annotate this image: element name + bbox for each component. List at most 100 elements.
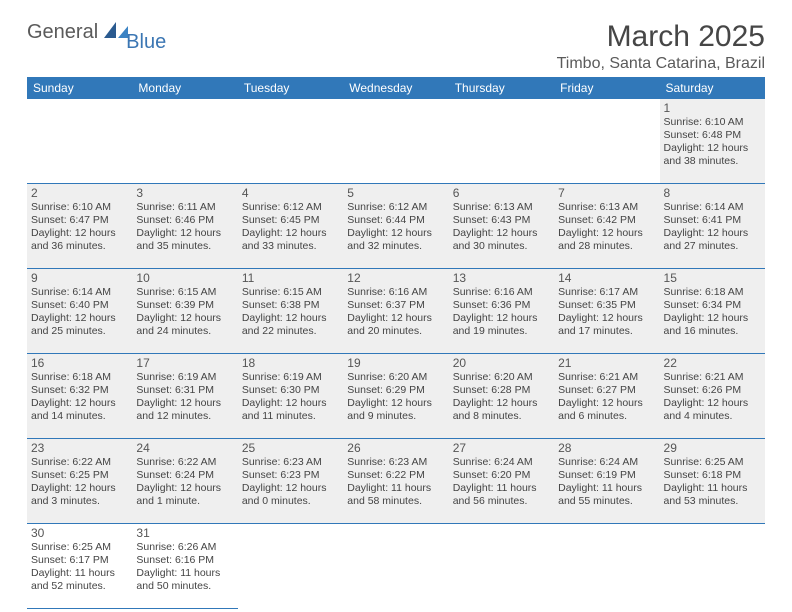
calendar-table: SundayMondayTuesdayWednesdayThursdayFrid… xyxy=(27,77,765,609)
day-info: Sunrise: 6:16 AMSunset: 6:36 PMDaylight:… xyxy=(453,286,550,339)
empty-cell xyxy=(343,524,448,609)
day-info: Sunrise: 6:13 AMSunset: 6:42 PMDaylight:… xyxy=(558,201,655,254)
sunset-text: Sunset: 6:27 PM xyxy=(558,384,655,397)
week-row: 16Sunrise: 6:18 AMSunset: 6:32 PMDayligh… xyxy=(27,354,765,439)
sunrise-text: Sunrise: 6:11 AM xyxy=(136,201,233,214)
day-number: 3 xyxy=(136,186,233,200)
day-cell: 31Sunrise: 6:26 AMSunset: 6:16 PMDayligh… xyxy=(132,524,237,609)
daylight-text: Daylight: 12 hours and 33 minutes. xyxy=(242,227,339,253)
sunrise-text: Sunrise: 6:24 AM xyxy=(453,456,550,469)
day-number: 26 xyxy=(347,441,444,455)
day-number: 15 xyxy=(664,271,761,285)
sunset-text: Sunset: 6:17 PM xyxy=(31,554,128,567)
logo: General Blue xyxy=(27,20,166,45)
daylight-text: Daylight: 12 hours and 24 minutes. xyxy=(136,312,233,338)
day-info: Sunrise: 6:11 AMSunset: 6:46 PMDaylight:… xyxy=(136,201,233,254)
day-number: 30 xyxy=(31,526,128,540)
day-number: 18 xyxy=(242,356,339,370)
day-number: 9 xyxy=(31,271,128,285)
day-cell: 3Sunrise: 6:11 AMSunset: 6:46 PMDaylight… xyxy=(132,184,237,269)
day-cell: 27Sunrise: 6:24 AMSunset: 6:20 PMDayligh… xyxy=(449,439,554,524)
day-info: Sunrise: 6:23 AMSunset: 6:22 PMDaylight:… xyxy=(347,456,444,509)
daylight-text: Daylight: 12 hours and 38 minutes. xyxy=(664,142,761,168)
sunrise-text: Sunrise: 6:13 AM xyxy=(453,201,550,214)
day-cell: 20Sunrise: 6:20 AMSunset: 6:28 PMDayligh… xyxy=(449,354,554,439)
sunset-text: Sunset: 6:47 PM xyxy=(31,214,128,227)
day-info: Sunrise: 6:18 AMSunset: 6:32 PMDaylight:… xyxy=(31,371,128,424)
day-info: Sunrise: 6:14 AMSunset: 6:41 PMDaylight:… xyxy=(664,201,761,254)
day-header-row: SundayMondayTuesdayWednesdayThursdayFrid… xyxy=(27,77,765,99)
day-cell: 22Sunrise: 6:21 AMSunset: 6:26 PMDayligh… xyxy=(660,354,765,439)
sunset-text: Sunset: 6:45 PM xyxy=(242,214,339,227)
day-number: 23 xyxy=(31,441,128,455)
day-info: Sunrise: 6:22 AMSunset: 6:25 PMDaylight:… xyxy=(31,456,128,509)
title-block: March 2025 Timbo, Santa Catarina, Brazil xyxy=(557,20,765,73)
day-info: Sunrise: 6:15 AMSunset: 6:39 PMDaylight:… xyxy=(136,286,233,339)
sunset-text: Sunset: 6:16 PM xyxy=(136,554,233,567)
daylight-text: Daylight: 12 hours and 25 minutes. xyxy=(31,312,128,338)
sunrise-text: Sunrise: 6:19 AM xyxy=(242,371,339,384)
sunrise-text: Sunrise: 6:10 AM xyxy=(664,116,761,129)
daylight-text: Daylight: 11 hours and 50 minutes. xyxy=(136,567,233,593)
daylight-text: Daylight: 11 hours and 55 minutes. xyxy=(558,482,655,508)
day-number: 12 xyxy=(347,271,444,285)
daylight-text: Daylight: 11 hours and 56 minutes. xyxy=(453,482,550,508)
day-number: 6 xyxy=(453,186,550,200)
sunset-text: Sunset: 6:22 PM xyxy=(347,469,444,482)
day-cell: 29Sunrise: 6:25 AMSunset: 6:18 PMDayligh… xyxy=(660,439,765,524)
daylight-text: Daylight: 12 hours and 6 minutes. xyxy=(558,397,655,423)
day-info: Sunrise: 6:20 AMSunset: 6:29 PMDaylight:… xyxy=(347,371,444,424)
sunset-text: Sunset: 6:25 PM xyxy=(31,469,128,482)
sunset-text: Sunset: 6:39 PM xyxy=(136,299,233,312)
sunset-text: Sunset: 6:38 PM xyxy=(242,299,339,312)
day-info: Sunrise: 6:19 AMSunset: 6:30 PMDaylight:… xyxy=(242,371,339,424)
sunrise-text: Sunrise: 6:10 AM xyxy=(31,201,128,214)
day-number: 22 xyxy=(664,356,761,370)
day-header-wednesday: Wednesday xyxy=(343,77,448,99)
month-title: March 2025 xyxy=(557,20,765,53)
daylight-text: Daylight: 12 hours and 19 minutes. xyxy=(453,312,550,338)
empty-cell xyxy=(27,99,132,184)
sunrise-text: Sunrise: 6:25 AM xyxy=(31,541,128,554)
sunrise-text: Sunrise: 6:20 AM xyxy=(453,371,550,384)
daylight-text: Daylight: 12 hours and 3 minutes. xyxy=(31,482,128,508)
daylight-text: Daylight: 12 hours and 36 minutes. xyxy=(31,227,128,253)
day-info: Sunrise: 6:12 AMSunset: 6:45 PMDaylight:… xyxy=(242,201,339,254)
sunrise-text: Sunrise: 6:16 AM xyxy=(347,286,444,299)
daylight-text: Daylight: 12 hours and 4 minutes. xyxy=(664,397,761,423)
sunset-text: Sunset: 6:32 PM xyxy=(31,384,128,397)
sunrise-text: Sunrise: 6:14 AM xyxy=(664,201,761,214)
sunrise-text: Sunrise: 6:14 AM xyxy=(31,286,128,299)
day-cell: 23Sunrise: 6:22 AMSunset: 6:25 PMDayligh… xyxy=(27,439,132,524)
day-info: Sunrise: 6:14 AMSunset: 6:40 PMDaylight:… xyxy=(31,286,128,339)
sunrise-text: Sunrise: 6:21 AM xyxy=(558,371,655,384)
day-cell: 6Sunrise: 6:13 AMSunset: 6:43 PMDaylight… xyxy=(449,184,554,269)
sunset-text: Sunset: 6:20 PM xyxy=(453,469,550,482)
day-number: 7 xyxy=(558,186,655,200)
empty-cell xyxy=(660,524,765,609)
sunset-text: Sunset: 6:40 PM xyxy=(31,299,128,312)
day-info: Sunrise: 6:17 AMSunset: 6:35 PMDaylight:… xyxy=(558,286,655,339)
day-cell: 19Sunrise: 6:20 AMSunset: 6:29 PMDayligh… xyxy=(343,354,448,439)
day-info: Sunrise: 6:23 AMSunset: 6:23 PMDaylight:… xyxy=(242,456,339,509)
day-cell: 26Sunrise: 6:23 AMSunset: 6:22 PMDayligh… xyxy=(343,439,448,524)
day-number: 1 xyxy=(664,101,761,115)
daylight-text: Daylight: 12 hours and 27 minutes. xyxy=(664,227,761,253)
sunset-text: Sunset: 6:42 PM xyxy=(558,214,655,227)
day-info: Sunrise: 6:12 AMSunset: 6:44 PMDaylight:… xyxy=(347,201,444,254)
day-number: 13 xyxy=(453,271,550,285)
empty-cell xyxy=(554,524,659,609)
sunrise-text: Sunrise: 6:26 AM xyxy=(136,541,233,554)
day-header-tuesday: Tuesday xyxy=(238,77,343,99)
sunset-text: Sunset: 6:19 PM xyxy=(558,469,655,482)
daylight-text: Daylight: 12 hours and 20 minutes. xyxy=(347,312,444,338)
day-number: 11 xyxy=(242,271,339,285)
sunset-text: Sunset: 6:36 PM xyxy=(453,299,550,312)
day-number: 24 xyxy=(136,441,233,455)
day-header-saturday: Saturday xyxy=(660,77,765,99)
week-row: 30Sunrise: 6:25 AMSunset: 6:17 PM Dayligh… xyxy=(27,524,765,609)
daylight-text: Daylight: 12 hours and 32 minutes. xyxy=(347,227,444,253)
day-cell: 25Sunrise: 6:23 AMSunset: 6:23 PMDayligh… xyxy=(238,439,343,524)
day-cell: 10Sunrise: 6:15 AMSunset: 6:39 PMDayligh… xyxy=(132,269,237,354)
day-cell: 24Sunrise: 6:22 AMSunset: 6:24 PMDayligh… xyxy=(132,439,237,524)
